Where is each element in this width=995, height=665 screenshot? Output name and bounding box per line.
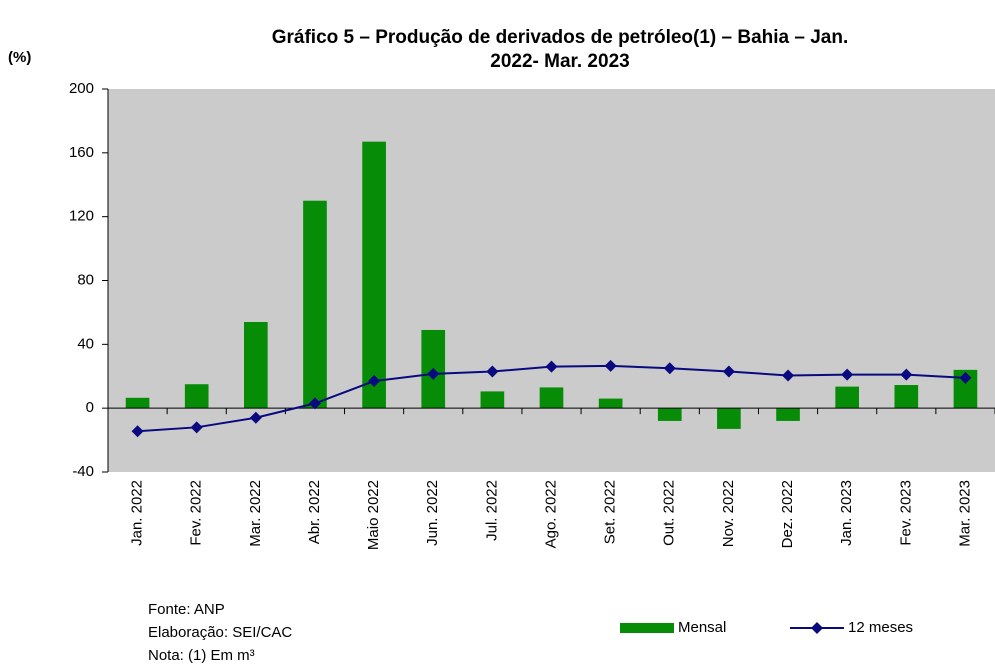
legend-label: Mensal	[678, 619, 726, 636]
y-axis-label: (%)	[8, 49, 31, 66]
bar	[244, 321, 268, 409]
bar	[125, 397, 150, 409]
marker	[900, 368, 913, 381]
legend-label: 12 meses	[848, 619, 913, 636]
x-tick-label: Abr. 2022	[306, 480, 323, 544]
x-tick-label: Fev. 2022	[188, 480, 205, 546]
bar	[717, 408, 741, 429]
note: Nota: (1) Em m³	[148, 647, 255, 664]
legend-swatch	[620, 623, 674, 633]
x-tick-label: Maio 2022	[365, 480, 382, 550]
y-tick-label: 80	[77, 271, 94, 288]
bar	[539, 387, 564, 409]
note: Elaboração: SEI/CAC	[148, 624, 292, 641]
marker	[249, 411, 262, 424]
marker	[663, 362, 676, 375]
marker	[545, 360, 558, 373]
marker	[368, 375, 381, 388]
bar	[657, 408, 682, 421]
x-tick-label: Jul. 2022	[483, 480, 500, 541]
marker	[959, 371, 972, 384]
y-tick-label: 0	[86, 399, 94, 416]
y-tick-label: 40	[77, 335, 94, 352]
y-tick-label: 120	[69, 208, 94, 225]
marker	[427, 367, 440, 380]
bar	[835, 386, 859, 409]
bar	[776, 408, 800, 421]
y-tick-label: 160	[69, 144, 94, 161]
x-tick-label: Mar. 2022	[247, 480, 264, 547]
x-tick-label: Jan. 2023	[838, 480, 855, 546]
x-tick-label: Ago. 2022	[542, 480, 559, 548]
plot-area	[108, 89, 995, 472]
x-tick-label: Nov. 2022	[720, 480, 737, 547]
note: Fonte: ANP	[148, 601, 225, 618]
bar	[598, 398, 623, 409]
legend-marker	[811, 622, 823, 634]
x-tick-label: Fev. 2023	[897, 480, 914, 546]
marker	[131, 425, 144, 438]
y-tick-label: 200	[69, 80, 94, 97]
marker	[782, 369, 795, 382]
x-tick-label: Mar. 2023	[956, 480, 973, 547]
marker	[841, 368, 854, 381]
x-tick-label: Set. 2022	[602, 480, 619, 544]
marker	[604, 359, 617, 372]
x-tick-label: Dez. 2022	[779, 480, 796, 548]
marker	[722, 365, 735, 378]
x-tick-label: Out. 2022	[661, 480, 678, 546]
bar	[303, 200, 327, 409]
bar	[894, 385, 919, 409]
marker	[308, 397, 321, 410]
chart-title: Gráfico 5 – Produção de derivados de pet…	[272, 27, 849, 48]
bar	[184, 384, 209, 409]
marker	[486, 365, 499, 378]
bar	[480, 391, 505, 409]
bar	[953, 369, 978, 409]
bar	[362, 141, 386, 409]
chart-title: 2022- Mar. 2023	[490, 51, 629, 72]
x-tick-label: Jan. 2022	[129, 480, 146, 546]
x-tick-label: Jun. 2022	[424, 480, 441, 546]
y-tick-label: -40	[72, 463, 94, 480]
marker	[190, 421, 203, 434]
